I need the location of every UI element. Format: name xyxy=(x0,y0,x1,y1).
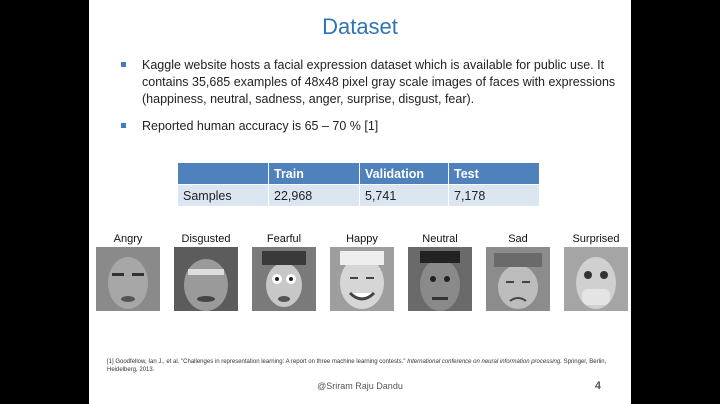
bullet-text: Kaggle website hosts a facial expression… xyxy=(142,58,616,106)
table-header-cell: Train xyxy=(268,163,360,185)
face-sad: Sad xyxy=(485,233,551,311)
bullet-text: Reported human accuracy is 65 – 70 % [1] xyxy=(142,119,379,133)
table-cell: 22,968 xyxy=(268,184,360,206)
table-header-row: Train Validation Test xyxy=(178,163,539,185)
page-number: 4 xyxy=(594,380,601,392)
footnote-publisher: Springer, Berlin, Heidelberg, 2013. xyxy=(107,359,607,373)
face-disgusted: Disgusted xyxy=(173,233,239,311)
table-header-cell: Validation xyxy=(359,163,449,185)
face-image xyxy=(330,247,394,311)
expression-examples: Angry Disgusted Fearful Happy Neutral xyxy=(89,233,631,313)
face-image xyxy=(564,247,628,311)
table-header-cell: Test xyxy=(448,163,539,185)
citation-footnote: [1] Goodfellow, Ian J., et al. "Challeng… xyxy=(107,358,607,374)
face-angry: Angry xyxy=(95,233,161,311)
table-header-cell xyxy=(178,163,269,185)
bullet-icon xyxy=(121,123,126,128)
face-label: Angry xyxy=(113,233,143,245)
table-cell: Samples xyxy=(178,184,269,206)
face-label: Sad xyxy=(508,233,528,245)
table-cell: 7,178 xyxy=(448,184,539,206)
face-surprised: Surprised xyxy=(563,233,629,311)
face-label: Fearful xyxy=(266,233,302,245)
face-image xyxy=(408,247,472,311)
bullet-icon xyxy=(121,62,126,67)
face-fearful: Fearful xyxy=(251,233,317,311)
face-label: Surprised xyxy=(572,233,620,245)
face-label: Neutral xyxy=(422,233,458,245)
face-happy: Happy xyxy=(329,233,395,311)
slide: Dataset Kaggle website hosts a facial ex… xyxy=(89,0,631,404)
face-image xyxy=(486,247,550,311)
face-image xyxy=(96,247,160,311)
face-image xyxy=(174,247,238,311)
table-cell: 5,741 xyxy=(359,184,449,206)
footnote-reference: [1] Goodfellow, Ian J., et al. "Challeng… xyxy=(107,359,406,365)
dataset-split-table: Train Validation Test Samples 22,968 5,7… xyxy=(178,163,539,206)
face-image xyxy=(252,247,316,311)
footnote-venue: International conference on neural infor… xyxy=(407,359,562,365)
face-label: Disgusted xyxy=(181,233,231,245)
face-label: Happy xyxy=(346,233,378,245)
face-neutral: Neutral xyxy=(407,233,473,311)
slide-title: Dataset xyxy=(322,14,398,39)
slide-footer: @Sriram Raju Dandu xyxy=(317,381,403,391)
table-row: Samples 22,968 5,741 7,178 xyxy=(178,184,539,206)
